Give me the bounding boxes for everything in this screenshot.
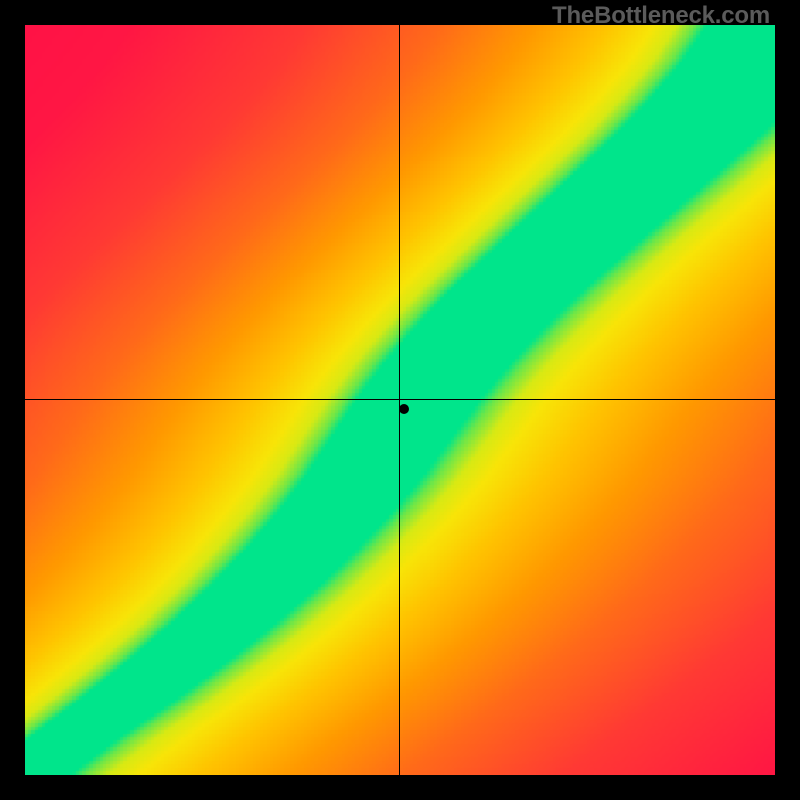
source-watermark: TheBottleneck.com: [552, 2, 770, 30]
heatmap-canvas: [25, 25, 775, 775]
crosshair-vertical: [399, 25, 400, 775]
crosshair-horizontal: [25, 399, 775, 400]
heatmap-region: [25, 25, 775, 775]
bottleneck-marker: [399, 404, 409, 414]
